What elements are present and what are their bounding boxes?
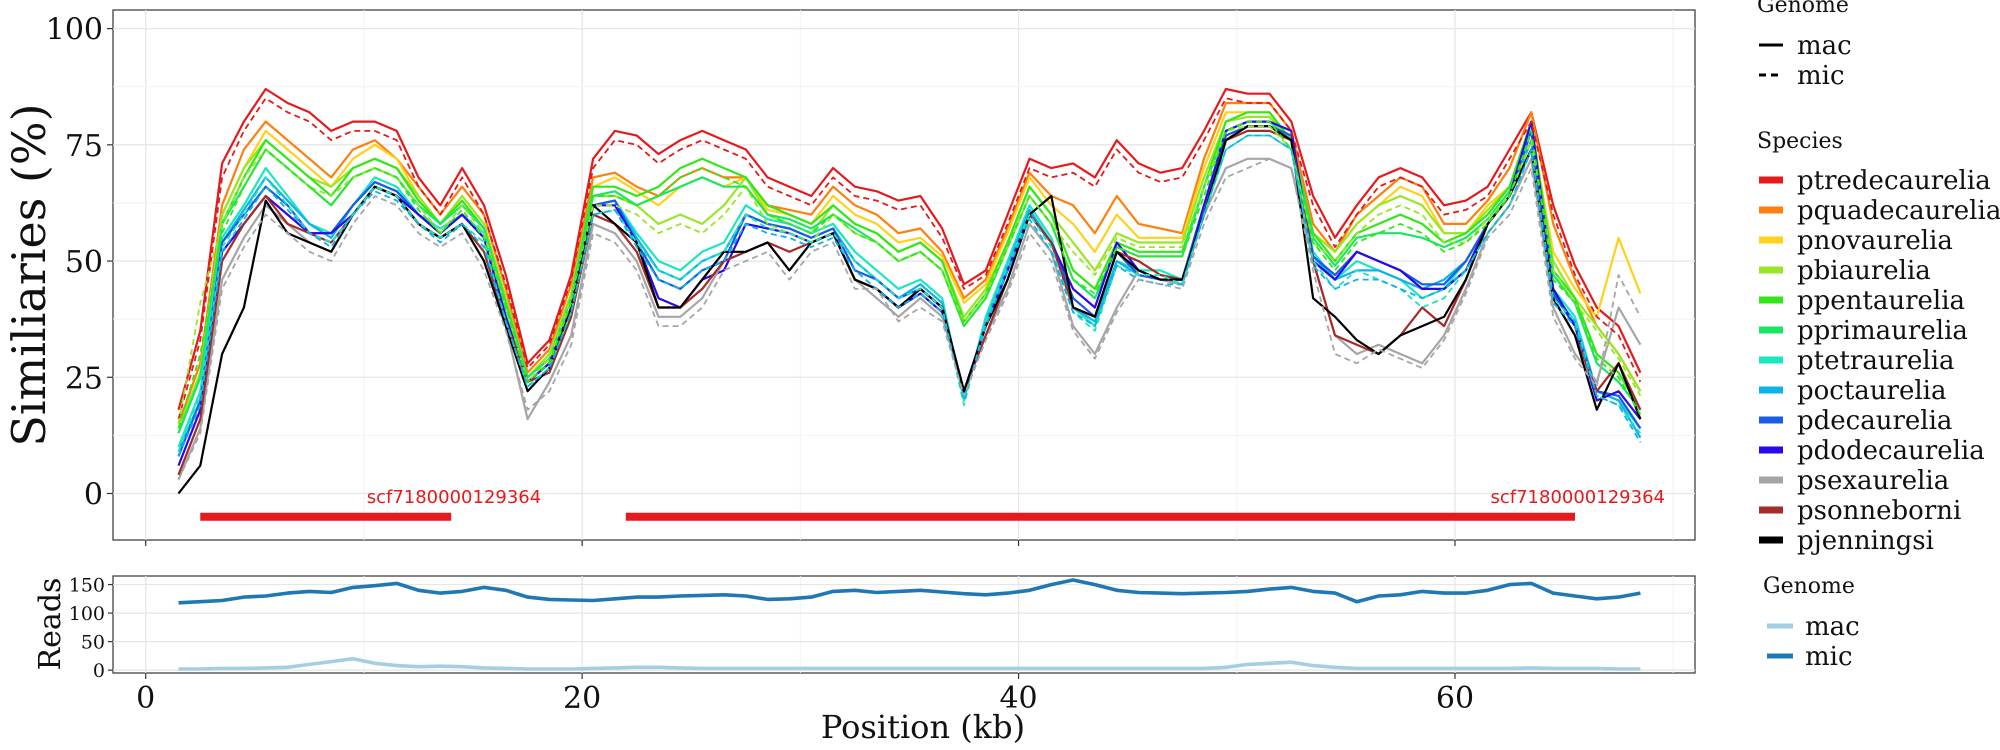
- legend-label: mac: [1797, 31, 1852, 61]
- reads-line-mic: [178, 578, 1641, 605]
- legend-label: pquadecaurelia: [1797, 196, 2000, 226]
- x-tick-label: 40: [999, 681, 1037, 716]
- series-line-ptredecaurelia-mic: [177, 97, 1642, 420]
- x-tick-label: 60: [1436, 681, 1474, 716]
- y-tick-label: 50: [81, 632, 105, 654]
- y-tick-label: 25: [65, 361, 103, 396]
- series-line-pbiaurelia-mic: [177, 125, 1642, 424]
- legend-title: Genome: [1763, 574, 1855, 599]
- y-tick-label: 75: [65, 129, 103, 164]
- y-tick-label: 0: [84, 478, 103, 513]
- x-axis-label: Position (kb): [821, 708, 1025, 746]
- similarity-y-ticks: 0 25 50 75 100: [46, 13, 113, 513]
- y-tick-label: 100: [69, 603, 105, 625]
- x-tick-label: 20: [563, 681, 601, 716]
- y-tick-label: 150: [69, 575, 105, 597]
- x-axis-ticks: 0 20 40 60: [136, 540, 1474, 716]
- legend-label: pdecaurelia: [1797, 406, 1952, 436]
- series-line-ppentaurelia-mac: [177, 111, 1642, 434]
- legend-label: pjenningsi: [1797, 526, 1934, 556]
- legend-label: ppentaurelia: [1797, 286, 1965, 316]
- similarity-plot-frame: [112, 9, 1696, 541]
- legend-label: pprimaurelia: [1797, 316, 1968, 346]
- scaffold-label: scf7180000129364: [1490, 487, 1665, 508]
- legend-label: pnovaurelia: [1797, 226, 1953, 256]
- legend-label: psexaurelia: [1797, 466, 1949, 496]
- reads-y-ticks: 0 50 100 150: [69, 575, 113, 682]
- y-tick-label: 50: [65, 245, 103, 280]
- reads-line-mac: [178, 656, 1641, 671]
- series-line-ptredecaurelia-mac: [177, 87, 1642, 411]
- legend-label: ptetraurelia: [1797, 346, 1955, 376]
- species-legend: Species ptredecaureliapquadecaureliapnova…: [1757, 129, 2000, 556]
- reads-y-axis-label: Reads: [33, 578, 68, 671]
- legend-label: psonneborni: [1797, 496, 1961, 526]
- series-line-poctaurelia-mic: [177, 134, 1642, 457]
- legend-label: mac: [1805, 612, 1860, 642]
- legend-label: pdodecaurelia: [1797, 436, 1985, 466]
- legend-title: Genome: [1757, 0, 1849, 18]
- similarity-y-axis-label: Similiaries (%): [2, 103, 56, 446]
- reads-panel: 0 50 100 150 0 20 40 60 Reads Position (kb): [33, 540, 1696, 746]
- legend-title: Species: [1757, 129, 1843, 154]
- similarity-series: [177, 87, 1642, 495]
- legend-label: poctaurelia: [1797, 376, 1947, 406]
- legend-label: ptredecaurelia: [1797, 166, 1991, 196]
- reads-series: [178, 578, 1641, 671]
- x-tick-label: 0: [136, 681, 155, 716]
- y-tick-label: 0: [93, 660, 105, 682]
- legend-label: mic: [1805, 642, 1853, 672]
- legend-label: pbiaurelia: [1797, 256, 1931, 286]
- similarity-panel: scf7180000129364 scf7180000129364 0 25 50 75…: [2, 9, 1696, 541]
- scaffold-label: scf7180000129364: [367, 487, 542, 508]
- scaffold-annotations: scf7180000129364 scf7180000129364: [200, 487, 1665, 521]
- y-tick-label: 100: [46, 13, 103, 48]
- series-line-ptetraurelia-mic: [177, 134, 1642, 453]
- legend-label: mic: [1797, 61, 1845, 91]
